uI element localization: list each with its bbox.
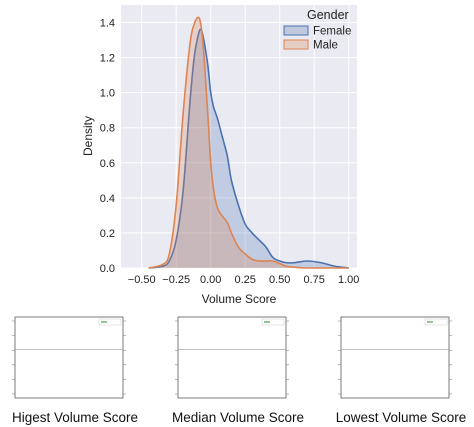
grid-lines [121, 5, 357, 269]
inner-axes [177, 316, 287, 399]
x-axis-label: Volume Score [202, 292, 277, 306]
x-tick-labels: −0.50 −0.25 0.00 0.25 0.50 0.75 1.00 [128, 274, 360, 286]
density-plot: −0.50 −0.25 0.00 0.25 0.50 0.75 1.00 0.0 0.2 0.4… [81, 5, 359, 306]
inner-axes [340, 316, 450, 399]
density-line-male [148, 16, 349, 269]
y-tick-label: 0.0 [100, 263, 115, 275]
legend: Gender Female Male [283, 8, 351, 52]
x-tick-label: 0.50 [269, 274, 290, 286]
legend-swatch-male [283, 39, 309, 50]
y-tick-label: 1.0 [100, 88, 115, 100]
waveform-panel-lowest: Lowest Volume Score [329, 313, 466, 425]
y-axis-label: Density [81, 116, 95, 156]
mini-legend [261, 318, 285, 326]
y-tick-label: 1.2 [100, 53, 115, 65]
mini-legend [98, 318, 122, 326]
x-tick-label: 0.00 [200, 274, 221, 286]
x-tick-label: 1.00 [338, 274, 359, 286]
y-tick-label: 0.8 [100, 123, 115, 135]
legend-swatch-female [283, 25, 309, 36]
mini-legend [424, 318, 448, 326]
density-area-female [148, 29, 349, 268]
x-tick-label: −0.25 [162, 274, 190, 286]
y-tick-label: 0.2 [100, 228, 115, 240]
inner-axes [14, 316, 124, 399]
panel-caption: Higest Volume Score [12, 410, 138, 425]
y-tick-label: 0.6 [100, 158, 115, 170]
density-areas [148, 16, 349, 269]
panel-caption: Median Volume Score [172, 410, 304, 425]
plot-area [121, 5, 357, 268]
y-tick-label: 1.4 [100, 18, 115, 30]
waveform-panel-median: Median Volume Score [166, 313, 304, 425]
y-tick-label: 0.4 [100, 193, 115, 205]
x-tick-label: 0.75 [304, 274, 325, 286]
waveform-panel-highest: Higest Volume Score [3, 313, 138, 425]
legend-label-female: Female [313, 26, 351, 38]
density-line-female [148, 28, 349, 269]
legend-label-male: Male [313, 40, 338, 52]
density-area-male [148, 17, 349, 269]
x-tick-label: 0.25 [234, 274, 255, 286]
legend-title: Gender [307, 8, 349, 22]
y-tick-labels: 0.0 0.2 0.4 0.6 0.8 1.0 1.2 1.4 [100, 18, 115, 275]
x-tick-label: −0.50 [128, 274, 156, 286]
panel-caption: Lowest Volume Score [336, 410, 467, 425]
